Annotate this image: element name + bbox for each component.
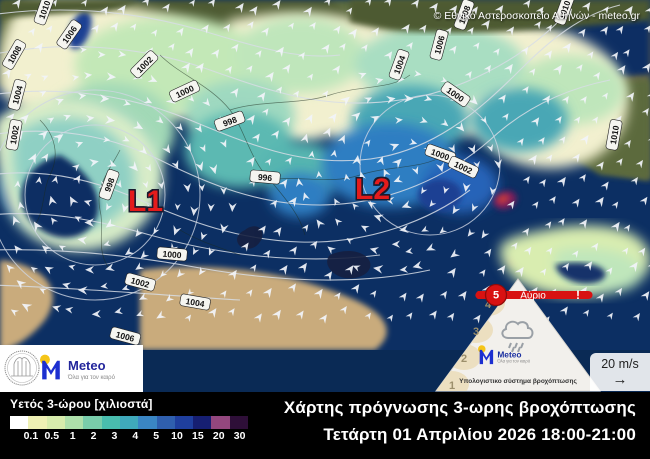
svg-text:2: 2 [461,353,467,365]
svg-text:1: 1 [449,380,455,392]
svg-text:Meteo: Meteo [68,358,106,373]
svg-text:3: 3 [473,326,479,338]
svg-text:Όλα για τον καιρό: Όλα για τον καιρό [496,358,530,363]
svg-text:!: ! [576,288,580,302]
svg-text:Όλα για τον καιρό: Όλα για τον καιρό [67,374,116,381]
svg-text:Αύριο: Αύριο [520,290,546,302]
svg-text:Meteo: Meteo [497,349,521,359]
svg-text:5: 5 [493,290,499,302]
svg-text:Υπολογιστικο σύστημα βροχόπτωσ: Υπολογιστικο σύστημα βροχόπτωσης [459,377,577,385]
